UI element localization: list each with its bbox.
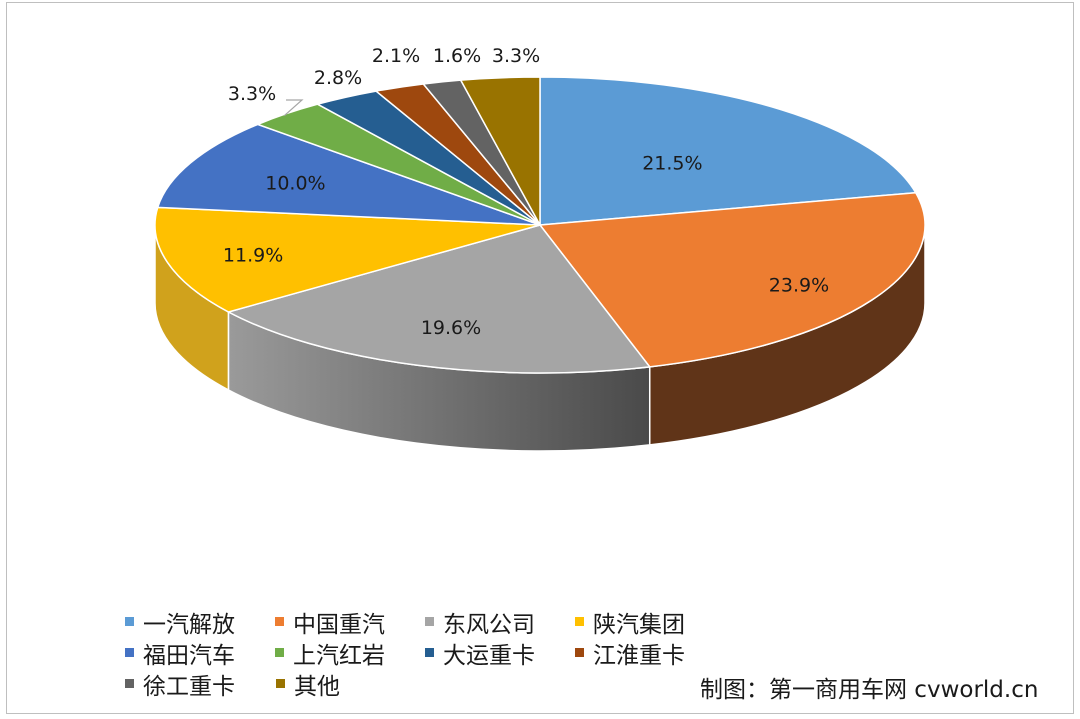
- legend-label: 福田汽车: [143, 642, 235, 669]
- legend-row: 一汽解放 中国重汽 东风公司 陕汽集团: [125, 605, 725, 639]
- legend-row: 福田汽车 上汽红岩 大运重卡 江淮重卡: [125, 636, 725, 670]
- data-label-7: 2.8%: [314, 67, 362, 89]
- legend-item-3: 东风公司: [425, 605, 575, 639]
- legend-label: 东风公司: [443, 611, 535, 638]
- data-label-6: 3.3%: [228, 83, 276, 105]
- legend-row: 徐工重卡 其他: [125, 667, 725, 701]
- chart-legend: 一汽解放 中国重汽 东风公司 陕汽集团福田汽车 上汽红岩 大运重卡 江淮重卡徐工重卡 其他: [125, 605, 725, 701]
- legend-swatch: [125, 617, 134, 626]
- data-label-3: 19.6%: [421, 317, 481, 339]
- legend-item-10: 其他: [276, 667, 427, 701]
- legend-label: 一汽解放: [143, 611, 235, 638]
- legend-swatch: [125, 679, 134, 688]
- legend-item-5: 福田汽车: [125, 636, 275, 670]
- data-label-2: 23.9%: [769, 274, 829, 296]
- legend-label: 上汽红岩: [293, 642, 385, 669]
- pie-slice-3: [226, 224, 652, 374]
- pie-slice-2: [538, 191, 926, 368]
- legend-label: 陕汽集团: [593, 611, 685, 638]
- legend-label: 大运重卡: [443, 642, 535, 669]
- legend-swatch: [276, 679, 285, 688]
- legend-item-8: 江淮重卡: [575, 636, 725, 670]
- legend-swatch: [275, 617, 284, 626]
- legend-swatch: [425, 617, 434, 626]
- data-label-8: 2.1%: [372, 45, 420, 67]
- pie-slice-5: [156, 123, 541, 226]
- legend-swatch: [275, 648, 284, 657]
- data-label-5: 10.0%: [265, 172, 325, 194]
- legend-label: 其他: [294, 673, 340, 700]
- legend-item-2: 中国重汽: [275, 605, 425, 639]
- legend-item-9: 徐工重卡: [125, 667, 276, 701]
- chart-credit: 制图：第一商用车网 cvworld.cn: [700, 677, 1039, 703]
- legend-label: 中国重汽: [293, 611, 385, 638]
- legend-swatch: [425, 648, 434, 657]
- legend-item-6: 上汽红岩: [275, 636, 425, 670]
- pie-slice-4: [154, 206, 541, 313]
- legend-item-1: 一汽解放: [125, 605, 275, 639]
- legend-swatch: [125, 648, 134, 657]
- data-label-10: 3.3%: [492, 45, 540, 67]
- leader-line-6: [283, 99, 304, 117]
- legend-item-7: 大运重卡: [425, 636, 575, 670]
- legend-label: 江淮重卡: [593, 642, 685, 669]
- legend-item-4: 陕汽集团: [575, 605, 725, 639]
- data-label-9: 1.6%: [433, 45, 481, 67]
- data-label-1: 21.5%: [642, 152, 702, 174]
- legend-swatch: [575, 617, 584, 626]
- data-label-4: 11.9%: [223, 245, 283, 267]
- legend-label: 徐工重卡: [143, 673, 235, 700]
- pie-slice-1: [539, 76, 917, 226]
- pie-slice-10: [459, 76, 541, 226]
- legend-swatch: [575, 648, 584, 657]
